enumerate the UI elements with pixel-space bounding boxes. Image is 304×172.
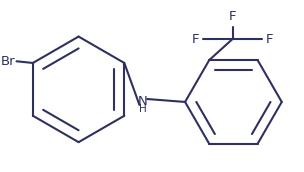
Text: F: F [229,10,236,23]
Text: H: H [140,104,147,114]
Text: N: N [137,95,147,108]
Text: F: F [266,33,273,46]
Text: F: F [192,33,199,46]
Text: Br: Br [1,55,16,68]
